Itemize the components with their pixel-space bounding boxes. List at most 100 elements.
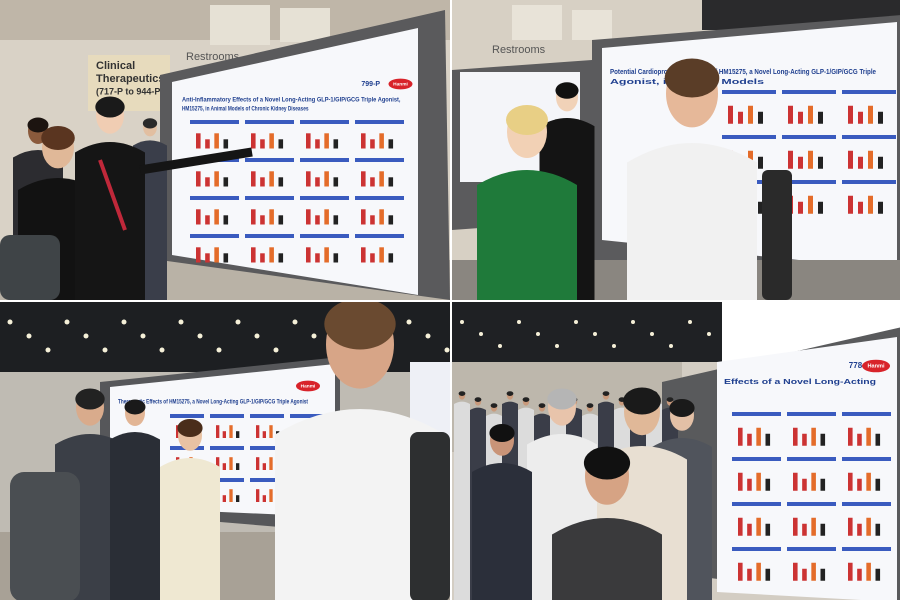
ceiling-light [140, 333, 146, 339]
poster-section-header [300, 234, 349, 238]
poster-figure [205, 215, 210, 225]
poster-figure [756, 562, 761, 581]
wall-sign: Restrooms [492, 44, 546, 56]
poster-figure [758, 156, 763, 169]
poster-figure [848, 472, 853, 491]
poster-figure [262, 495, 266, 502]
poster-figure [738, 562, 743, 581]
poster-figure [793, 427, 798, 446]
ceiling-light [479, 332, 483, 336]
poster-figure [379, 171, 384, 187]
poster-figure [875, 433, 881, 446]
person-body [110, 432, 160, 600]
person-hair [177, 419, 203, 437]
sign-text: Clinical [96, 60, 135, 72]
poster-figure [818, 201, 823, 214]
ceiling-light [650, 332, 654, 336]
ceiling-light [707, 332, 711, 336]
person-body [75, 142, 145, 300]
poster-figure [802, 478, 807, 491]
poster-figure [808, 195, 813, 214]
poster-figure [333, 215, 339, 225]
poster-figure [793, 562, 798, 581]
poster-figure [260, 253, 265, 263]
poster-figure [229, 489, 233, 502]
poster-section-header [732, 457, 781, 461]
poster-title: Therapeutic Effects of HM15275, a Novel … [118, 400, 308, 406]
person-hair [547, 388, 577, 410]
poster-figure [748, 105, 753, 124]
poster-figure [370, 177, 375, 187]
poster-figure [278, 139, 284, 149]
poster-figure [216, 457, 220, 470]
poster-figure [269, 133, 274, 149]
poster-figure [747, 523, 752, 536]
ceiling-light [444, 347, 450, 353]
poster-figure [848, 195, 853, 214]
poster-section-header [355, 120, 404, 124]
person-hair [666, 397, 674, 402]
poster-figure [788, 105, 793, 124]
poster-figure [223, 177, 229, 187]
ceiling-light [536, 332, 540, 336]
poster-figure [857, 568, 862, 581]
poster-section-header [842, 180, 896, 184]
ceiling [452, 302, 722, 362]
poster-figure [324, 133, 329, 149]
poster-figure [214, 209, 219, 225]
lanyard [98, 159, 127, 231]
poster-figure [214, 247, 219, 263]
ceiling-light [26, 333, 32, 339]
person-hair [95, 96, 125, 118]
poster-figure [315, 139, 320, 149]
poster-number: 799-P [361, 81, 380, 88]
poster-figure [223, 139, 229, 149]
poster-section-header [300, 120, 349, 124]
poster-figure [236, 463, 240, 470]
ceiling-light [498, 344, 502, 348]
poster-figure [251, 209, 256, 225]
person-body [627, 143, 757, 300]
person-body [454, 401, 470, 600]
poster-section-header [250, 446, 284, 450]
poster-figure [388, 253, 394, 263]
poster-figure [260, 177, 265, 187]
backpack [410, 432, 450, 600]
poster-figure [196, 133, 201, 149]
poster-figure [196, 247, 201, 263]
poster-figure [361, 133, 366, 149]
logo-badge [296, 380, 320, 392]
poster-figure [251, 133, 256, 149]
ceiling-light [254, 333, 260, 339]
poster-figure [214, 133, 219, 149]
poster-section-header [250, 478, 284, 482]
poster-section-header [210, 446, 244, 450]
poster-section-header [842, 135, 896, 139]
poster-section-header [210, 478, 244, 482]
logo-badge [862, 359, 890, 373]
poster-figure [765, 433, 771, 446]
poster-figure [765, 523, 771, 536]
person-hair [27, 117, 49, 133]
poster-figure [738, 472, 743, 491]
sign-text: Therapeutics [96, 73, 164, 85]
poster-figure [306, 209, 311, 225]
poster-title: Potential Cardioprotective Effects of HM… [610, 69, 876, 76]
poster-figure [756, 427, 761, 446]
poster-figure [858, 156, 863, 169]
poster-section-header [787, 547, 836, 551]
person-hair [142, 118, 158, 129]
poster-figure [798, 156, 803, 169]
poster-figure [370, 215, 375, 225]
poster-figure [818, 156, 823, 169]
poster-figure [857, 478, 862, 491]
poster-section-header [842, 412, 891, 416]
ceiling-light [555, 344, 559, 348]
poster-figure [802, 523, 807, 536]
poster-figure [875, 568, 881, 581]
person-hair [623, 387, 661, 415]
poster-section-header [245, 234, 294, 238]
